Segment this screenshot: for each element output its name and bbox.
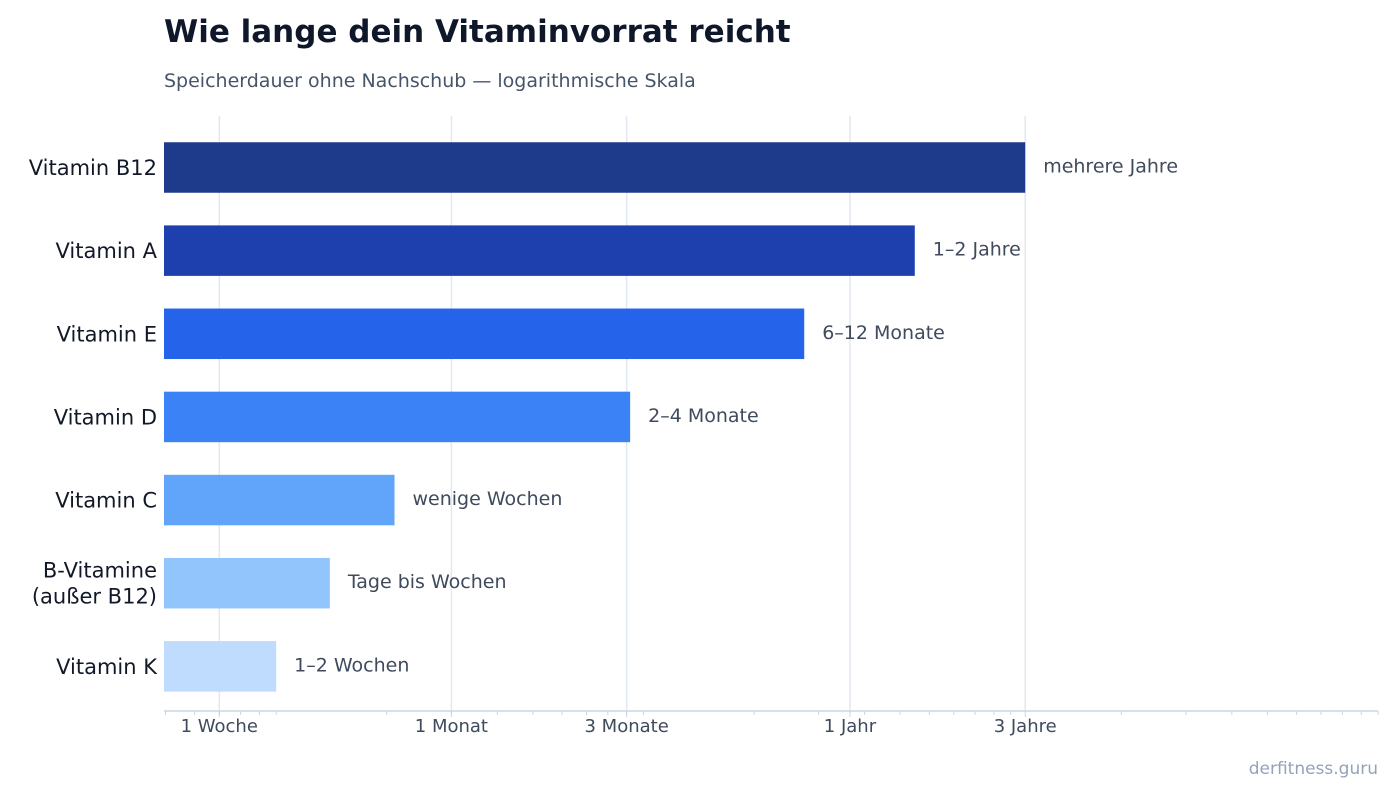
chart-subtitle: Speicherdauer ohne Nachschub — logarithm…	[164, 70, 696, 92]
category-label-0: Vitamin B12	[29, 156, 157, 180]
value-label-6: 1–2 Wochen	[294, 654, 409, 676]
value-label-4: wenige Wochen	[413, 488, 563, 510]
value-label-5: Tage bis Wochen	[347, 571, 507, 593]
bar-5	[164, 557, 330, 609]
value-label-0: mehrere Jahre	[1043, 156, 1178, 178]
category-label-4: Vitamin C	[55, 489, 157, 513]
value-label-2: 6–12 Monate	[822, 322, 945, 344]
category-label-1: Vitamin A	[56, 239, 158, 263]
category-label-3: Vitamin D	[54, 405, 157, 429]
category-label-5: (außer B12)	[32, 585, 157, 609]
value-label-1: 1–2 Jahre	[933, 239, 1021, 261]
x-tick-label-4: 3 Jahre	[994, 716, 1057, 737]
category-label-2: Vitamin E	[57, 322, 157, 346]
bar-4	[164, 474, 395, 526]
x-tick-label-3: 1 Jahr	[824, 716, 877, 737]
bar-2	[164, 308, 805, 360]
bar-3	[164, 391, 631, 443]
bar-1	[164, 225, 915, 276]
category-label-6: Vitamin K	[56, 655, 158, 679]
x-tick-label-0: 1 Woche	[181, 716, 258, 737]
value-label-3: 2–4 Monate	[648, 405, 759, 427]
category-label-5: B-Vitamine	[43, 559, 157, 583]
bar-0	[164, 142, 1026, 193]
bar-6	[164, 641, 277, 692]
x-tick-label-1: 1 Monat	[415, 716, 488, 737]
source-credit: derfitness.guru	[1248, 759, 1378, 779]
chart-title: Wie lange dein Vitaminvorrat reicht	[164, 14, 791, 50]
x-tick-label-2: 3 Monate	[584, 716, 668, 737]
